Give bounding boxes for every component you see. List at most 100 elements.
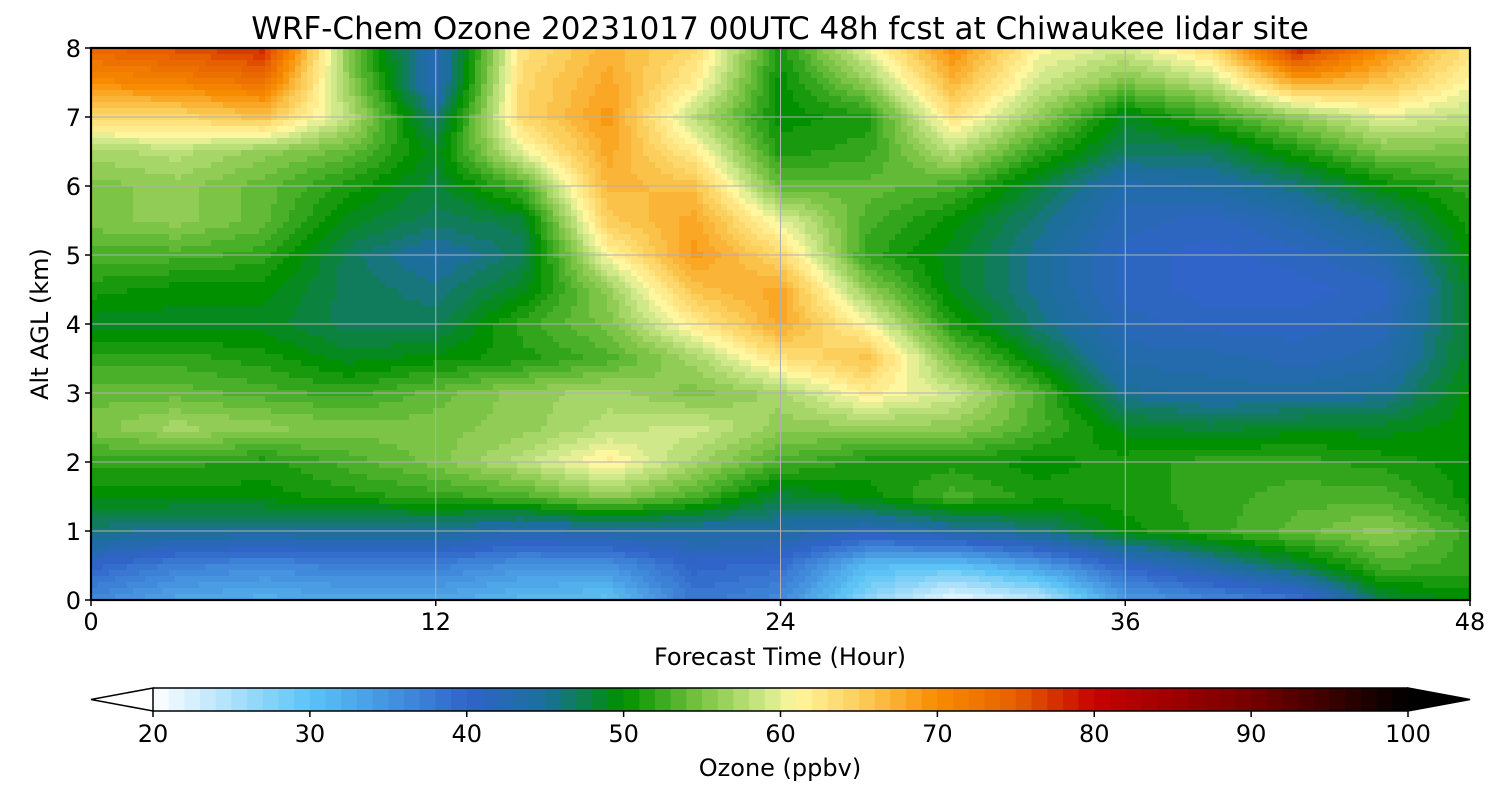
heatmap-cell	[1135, 84, 1142, 91]
heatmap-cell	[463, 126, 470, 133]
heatmap-cell	[973, 66, 980, 73]
heatmap-cell	[475, 96, 482, 103]
heatmap-cell	[1345, 48, 1352, 55]
heatmap-cell	[1321, 108, 1328, 115]
heatmap-cell	[1435, 66, 1442, 73]
heatmap-cell	[271, 54, 278, 61]
heatmap-cell	[1261, 84, 1268, 91]
heatmap-cell	[1093, 138, 1100, 145]
heatmap-cell	[1063, 138, 1070, 145]
heatmap-cell	[769, 108, 776, 115]
heatmap-cell	[1189, 90, 1196, 97]
heatmap-cell	[1267, 60, 1274, 67]
heatmap-cell	[199, 72, 206, 79]
heatmap-cell	[961, 54, 968, 61]
heatmap-cell	[607, 78, 614, 85]
heatmap-cell	[865, 150, 872, 157]
heatmap-cell	[661, 168, 668, 175]
heatmap-cell	[919, 156, 926, 163]
heatmap-cell	[973, 90, 980, 97]
heatmap-cell	[1045, 132, 1052, 139]
heatmap-cell	[1051, 120, 1058, 127]
heatmap-cell	[205, 72, 212, 79]
heatmap-cell	[1225, 162, 1232, 169]
heatmap-cell	[757, 144, 764, 151]
heatmap-cell	[1465, 96, 1471, 103]
heatmap-cell	[1291, 102, 1298, 109]
heatmap-cell	[1225, 60, 1232, 67]
heatmap-cell	[565, 144, 572, 151]
heatmap-cell	[1099, 84, 1106, 91]
heatmap-cell	[1447, 72, 1454, 79]
heatmap-cell	[601, 102, 608, 109]
heatmap-cell	[889, 126, 896, 133]
heatmap-cell	[1399, 90, 1406, 97]
heatmap-cell	[739, 162, 746, 169]
heatmap-cell	[337, 108, 344, 115]
heatmap-cell	[655, 96, 662, 103]
heatmap-cell	[691, 54, 698, 61]
heatmap-cell	[1225, 108, 1232, 115]
heatmap-cell	[1165, 60, 1172, 67]
heatmap-cell	[325, 126, 332, 133]
heatmap-cell	[487, 78, 494, 85]
heatmap-cell	[1219, 108, 1226, 115]
heatmap-cell	[961, 156, 968, 163]
heatmap-cell	[1093, 102, 1100, 109]
heatmap-cell	[1321, 96, 1328, 103]
heatmap-cell	[643, 66, 650, 73]
heatmap-cell	[937, 54, 944, 61]
heatmap-cell	[451, 96, 458, 103]
heatmap-cell	[511, 60, 518, 67]
heatmap-cell	[739, 54, 746, 61]
heatmap-cell	[1159, 126, 1166, 133]
heatmap-cell	[823, 66, 830, 73]
heatmap-cell	[1309, 90, 1316, 97]
heatmap-cell	[1009, 84, 1016, 91]
heatmap-cell	[643, 96, 650, 103]
heatmap-cell	[727, 156, 734, 163]
heatmap-cell	[799, 54, 806, 61]
heatmap-cell	[403, 54, 410, 61]
heatmap-cell	[451, 78, 458, 85]
heatmap-cell	[1393, 120, 1400, 127]
heatmap-cell	[1111, 96, 1118, 103]
heatmap-cell	[349, 144, 356, 151]
heatmap-cell	[1345, 90, 1352, 97]
heatmap-cell	[1393, 102, 1400, 109]
heatmap-cell	[391, 138, 398, 145]
heatmap-cell	[103, 90, 110, 97]
heatmap-cell	[1459, 90, 1466, 97]
heatmap-cell	[1165, 132, 1172, 139]
heatmap-cell	[241, 108, 248, 115]
heatmap-cell	[487, 168, 494, 175]
heatmap-cell	[853, 174, 860, 181]
heatmap-cell	[979, 126, 986, 133]
heatmap-cell	[415, 48, 422, 55]
heatmap-cell	[643, 156, 650, 163]
heatmap-cell	[715, 132, 722, 139]
heatmap-cell	[151, 168, 158, 175]
heatmap-cell	[1051, 84, 1058, 91]
heatmap-cell	[1297, 54, 1304, 61]
heatmap-cell	[1411, 138, 1418, 145]
heatmap-cell	[811, 108, 818, 115]
heatmap-cell	[649, 96, 656, 103]
heatmap-cell	[1045, 54, 1052, 61]
heatmap-cell	[1213, 168, 1220, 175]
heatmap-cell	[961, 162, 968, 169]
heatmap-cell	[475, 84, 482, 91]
heatmap-cell	[937, 84, 944, 91]
heatmap-cell	[1447, 90, 1454, 97]
heatmap-cell	[943, 138, 950, 145]
heatmap-cell	[1231, 132, 1238, 139]
heatmap-cell	[1135, 120, 1142, 127]
heatmap-cell	[1129, 168, 1136, 175]
heatmap-cell	[1237, 90, 1244, 97]
heatmap-cell	[637, 108, 644, 115]
heatmap-cell	[529, 90, 536, 97]
heatmap-cell	[415, 108, 422, 115]
heatmap-cell	[361, 48, 368, 55]
heatmap-cell	[667, 132, 674, 139]
heatmap-cell	[1435, 138, 1442, 145]
